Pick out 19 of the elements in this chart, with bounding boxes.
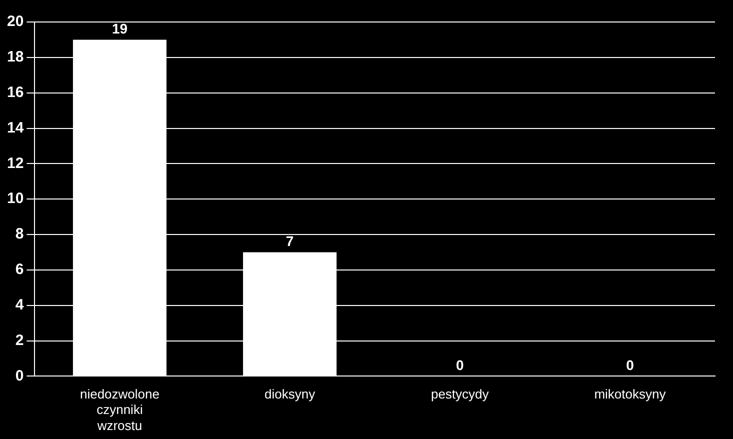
y-tick-label: 6 (15, 261, 24, 278)
data-label: 19 (112, 20, 128, 37)
x-tick-label: pestycydy (430, 386, 490, 402)
y-tick-label: 0 (15, 367, 24, 384)
y-tick-label: 18 (6, 48, 24, 66)
y-tick-label: 2 (15, 332, 24, 349)
data-label: 0 (626, 357, 634, 374)
x-tick-label: mikotoksyny (594, 386, 666, 402)
y-tick-label: 14 (6, 119, 24, 136)
data-label: 7 (286, 233, 294, 250)
y-tick-label: 20 (6, 13, 24, 30)
y-tick-label: 16 (6, 84, 24, 101)
y-tick-label: 4 (15, 296, 24, 314)
x-tick-label: dioksyny (264, 386, 316, 402)
y-tick-label: 8 (15, 226, 24, 243)
y-tick-label: 10 (6, 190, 24, 208)
data-label: 0 (456, 357, 464, 374)
y-tick-label: 12 (6, 154, 24, 172)
x-tick-label: niedozwolone czynniki wzrostu (80, 386, 160, 433)
